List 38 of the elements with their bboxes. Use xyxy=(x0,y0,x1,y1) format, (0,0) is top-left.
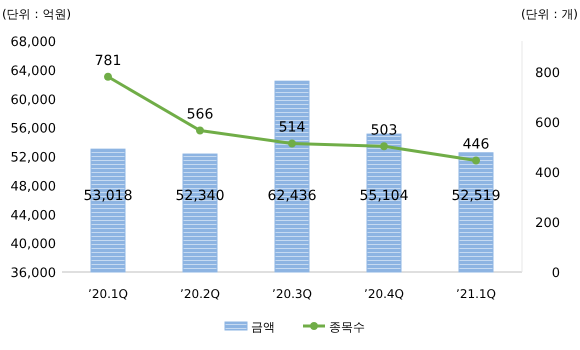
data-label: 566 xyxy=(186,106,214,122)
data-label: 55,104 xyxy=(360,188,409,204)
y-tick-label: 44,000 xyxy=(10,208,56,224)
y-tick-label: 40,000 xyxy=(10,237,56,252)
data-label: 52,340 xyxy=(176,188,224,204)
point xyxy=(288,140,296,148)
x-tick-label: ’20.3Q xyxy=(272,287,312,301)
legend-label: 종목수 xyxy=(329,320,365,334)
data-label: 503 xyxy=(370,122,398,138)
data-label: 62,436 xyxy=(268,188,317,204)
y-tick-label: 64,000 xyxy=(10,64,56,79)
y-tick-label: 48,000 xyxy=(10,179,56,194)
point xyxy=(104,72,112,81)
point xyxy=(380,142,388,150)
y2-tick-label: 400 xyxy=(535,166,560,181)
x-tick-label: ’20.1Q xyxy=(88,287,128,301)
y2-tick-label: 0 xyxy=(552,266,560,281)
x-tick-label: ’20.4Q xyxy=(364,287,404,301)
y-tick-label: 68,000 xyxy=(10,35,56,50)
x-tick-label: ’21.1Q xyxy=(456,287,496,301)
data-label: 52,519 xyxy=(452,188,500,204)
x-tick-label: ’20.2Q xyxy=(180,287,220,301)
y2-tick-label: 600 xyxy=(535,116,560,131)
y2-axis-title: (단위 : 개) xyxy=(520,7,578,21)
legend-label: 금액 xyxy=(251,320,275,334)
data-label: 781 xyxy=(94,52,122,69)
y-axis-title: (단위 : 억원) xyxy=(2,7,72,21)
y-tick-label: 52,000 xyxy=(10,150,56,166)
y2-tick-label: 800 xyxy=(535,66,560,81)
y-tick-label: 60,000 xyxy=(10,92,56,108)
y2-tick-label: 200 xyxy=(535,216,560,231)
y-tick-label: 56,000 xyxy=(10,122,56,137)
data-label: 53,018 xyxy=(84,188,132,204)
point xyxy=(196,126,204,134)
data-label: 514 xyxy=(278,120,306,136)
y-tick-label: 36,000 xyxy=(10,266,56,281)
point xyxy=(472,156,480,164)
data-label: 446 xyxy=(462,136,490,152)
